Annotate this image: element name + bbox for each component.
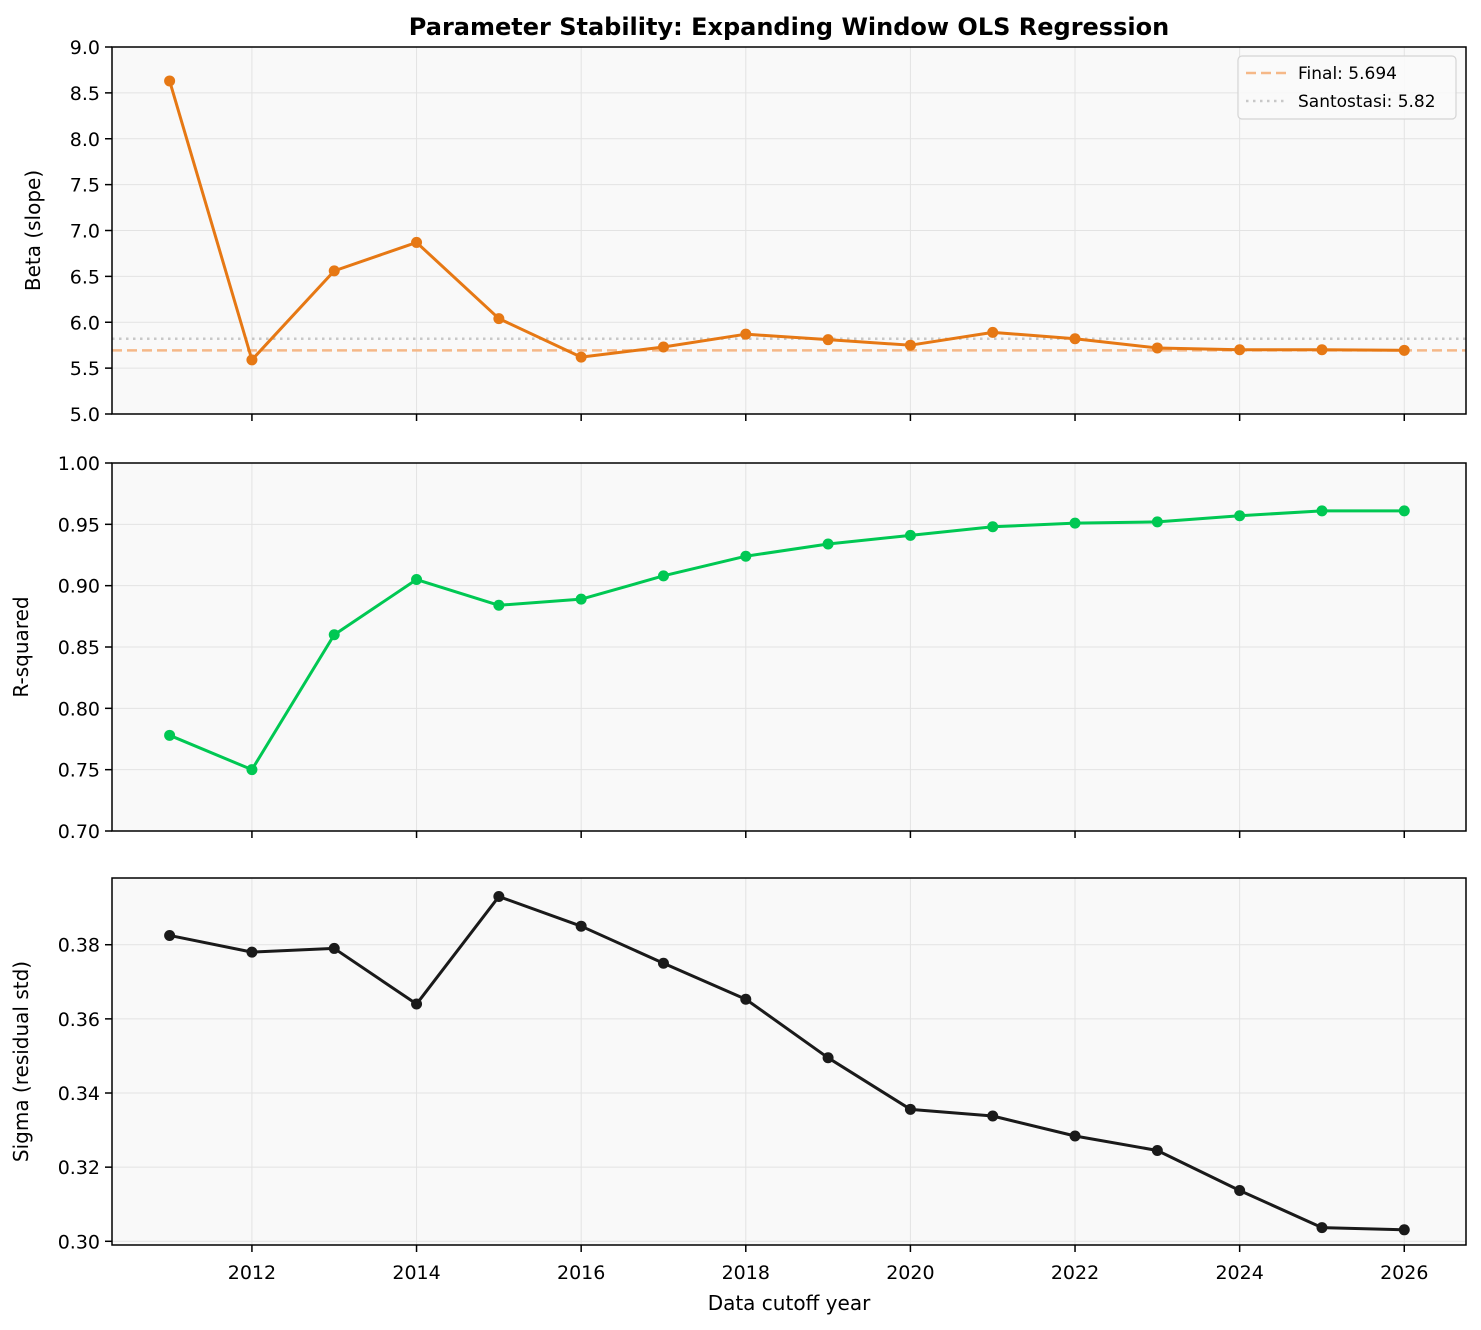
data-point [1316, 1222, 1328, 1234]
data-point [1069, 1130, 1081, 1142]
data-point [1234, 510, 1246, 522]
data-point [1398, 505, 1410, 517]
x-axis-label: Data cutoff year [708, 1291, 871, 1315]
data-point [657, 570, 669, 582]
data-point [822, 538, 834, 550]
y-tick-label: 8.0 [70, 129, 100, 151]
data-point [164, 75, 176, 87]
data-point [657, 957, 669, 969]
data-point [904, 529, 916, 541]
y-tick-label: 0.90 [58, 576, 100, 598]
data-point [1316, 344, 1328, 356]
y-tick-label: 0.34 [58, 1083, 100, 1105]
x-tick-label: 2018 [722, 1262, 770, 1284]
data-point [822, 334, 834, 346]
data-point [657, 341, 669, 353]
x-tick-label: 2014 [392, 1262, 440, 1284]
y-tick-label: 8.5 [70, 83, 100, 105]
data-point [246, 946, 258, 958]
sigma-panel: 0.30 0.32 0.34 0.36 0.38 2012 2014 2016 2018 2020… [9, 877, 1467, 1284]
data-point [246, 764, 258, 776]
data-point [1234, 344, 1246, 356]
data-point [987, 326, 999, 338]
data-point [1069, 517, 1081, 529]
y-tick-label: 0.75 [58, 760, 100, 782]
x-tick-label: 2012 [228, 1262, 276, 1284]
data-point [740, 328, 752, 340]
data-point [328, 942, 340, 954]
y-tick-label: 6.0 [70, 312, 100, 334]
data-point [411, 998, 423, 1010]
series-line [169, 509, 1405, 772]
legend: Final: 5.694 Santostasi: 5.82 [1237, 55, 1457, 120]
chart-title: Parameter Stability: Expanding Window OL… [409, 13, 1169, 41]
data-point [575, 920, 587, 932]
y-tick-label: 5.0 [70, 404, 100, 426]
legend-label: Final: 5.694 [1298, 64, 1397, 84]
plot-area [112, 878, 1466, 1245]
y-tick-label: 0.70 [58, 821, 100, 843]
x-tick-label: 2026 [1380, 1262, 1428, 1284]
y-axis-label: Sigma (residual std) [9, 961, 33, 1162]
y-tick-label: 0.80 [58, 698, 100, 720]
y-tick-label: 0.38 [58, 935, 100, 957]
r-squared-panel: 0.70 0.75 0.80 0.85 0.90 0.95 1.00 R-squared [9, 453, 1467, 843]
y-tick-label: 0.32 [58, 1157, 100, 1179]
data-point [1151, 1144, 1163, 1156]
data-point [1316, 505, 1328, 517]
data-point [822, 1052, 834, 1064]
data-point [575, 593, 587, 605]
data-point [164, 929, 176, 941]
y-tick-label: 5.5 [70, 358, 100, 380]
data-point [164, 729, 176, 741]
data-point [740, 550, 752, 562]
y-tick-label: 7.5 [70, 175, 100, 197]
data-point [328, 265, 340, 277]
data-point [1069, 333, 1081, 345]
data-point [411, 574, 423, 586]
data-point [1398, 344, 1410, 356]
y-tick-label: 7.0 [70, 221, 100, 243]
data-point [904, 339, 916, 351]
x-tick-label: 2020 [886, 1262, 934, 1284]
data-point [328, 629, 340, 641]
data-point [1398, 1224, 1410, 1236]
x-tick-label: 2022 [1051, 1262, 1099, 1284]
data-point [493, 313, 505, 325]
data-point [246, 354, 258, 366]
data-point [740, 993, 752, 1005]
data-point [1151, 342, 1163, 354]
series-line [168, 80, 1405, 362]
beta-panel: 5.0 5.5 6.0 6.5 7.0 7.5 8.0 8.5 9.0 Beta (slope) F… [21, 37, 1467, 426]
y-axis-label: R-squared [9, 596, 33, 697]
data-point [987, 521, 999, 533]
y-tick-label: 0.95 [58, 514, 100, 536]
data-point [904, 1103, 916, 1115]
y-tick-label: 0.30 [58, 1231, 100, 1253]
x-tick-label: 2016 [557, 1262, 605, 1284]
series-line [169, 895, 1405, 1232]
data-point [987, 1110, 999, 1122]
y-tick-label: 0.36 [58, 1009, 100, 1031]
x-tick-label: 2024 [1215, 1262, 1263, 1284]
y-tick-label: 9.0 [70, 37, 100, 59]
data-point [1234, 1185, 1246, 1197]
y-tick-label: 6.5 [70, 266, 100, 288]
legend-box [1237, 55, 1457, 120]
plot-frame [111, 877, 1467, 1246]
data-point [575, 351, 587, 363]
y-tick-label: 0.85 [58, 637, 100, 659]
data-point [493, 599, 505, 611]
data-point [411, 236, 423, 248]
y-tick-label: 1.00 [58, 453, 100, 475]
data-point [493, 891, 505, 903]
legend-label: Santostasi: 5.82 [1298, 92, 1436, 112]
data-point [1151, 516, 1163, 528]
y-axis-label: Beta (slope) [21, 170, 45, 291]
